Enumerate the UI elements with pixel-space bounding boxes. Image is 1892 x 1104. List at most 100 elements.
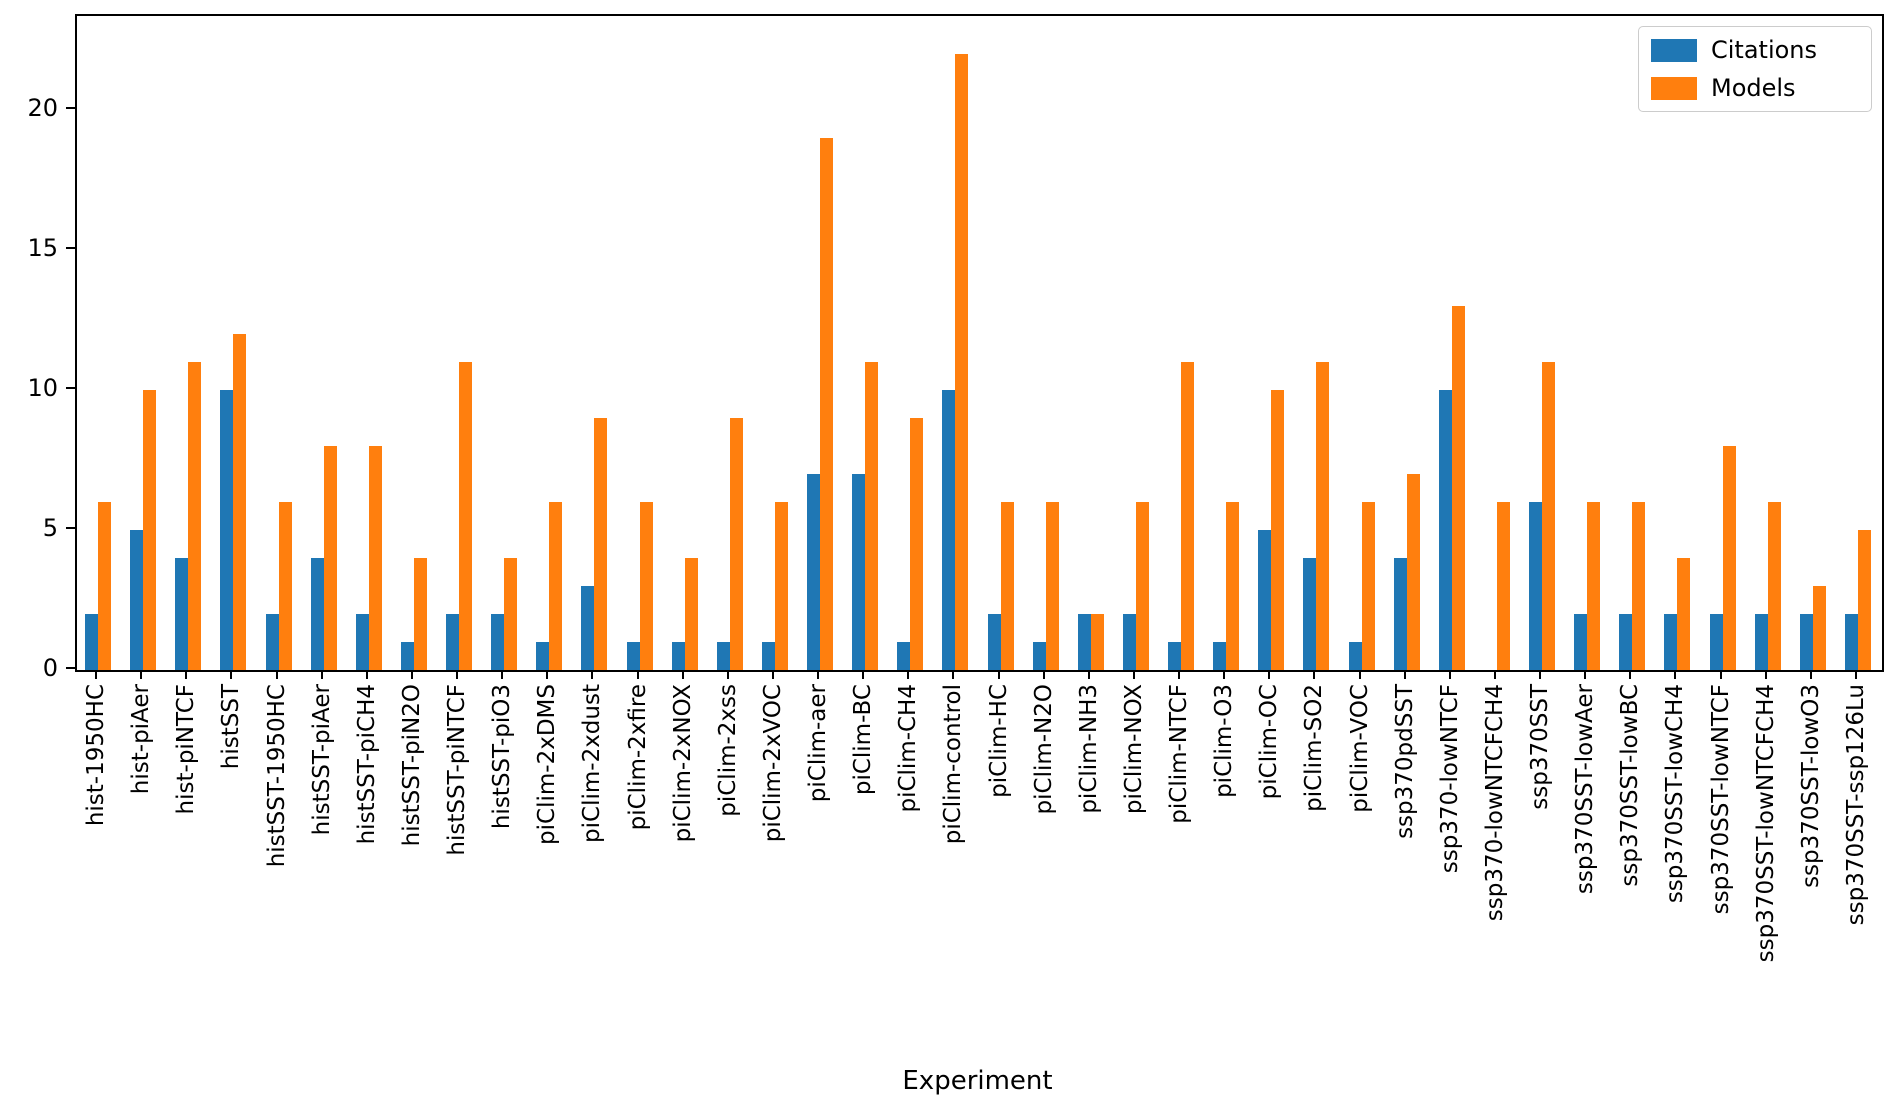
bar-citations-ssp370SST-lowAer [1574, 614, 1588, 670]
bar-citations-piClim-OC [1258, 530, 1272, 670]
bar-citations-piClim-aer [807, 474, 821, 670]
x-tick-label: piClim-BC [850, 684, 877, 796]
bar-models-piClim-OC [1271, 390, 1285, 670]
x-tick-label: ssp370SST-lowO3 [1797, 684, 1824, 888]
x-tick-label: histSST-piCH4 [353, 684, 380, 845]
bar-citations-ssp370SST-lowCH4 [1664, 614, 1678, 670]
y-tick-mark [66, 387, 75, 390]
x-tick-mark [1268, 670, 1271, 679]
x-tick-mark [1087, 670, 1090, 679]
x-tick-mark [185, 670, 188, 679]
x-tick-label: ssp370SST-lowNTCFCH4 [1752, 684, 1779, 963]
x-tick-mark [726, 670, 729, 679]
x-tick-label: piClim-NTCF [1166, 684, 1193, 824]
bar-citations-ssp370SST-lowNTCFCH4 [1754, 614, 1768, 670]
bar-models-piClim-NTCF [1181, 362, 1195, 670]
x-tick-mark [1448, 670, 1451, 679]
x-tick-mark [140, 670, 143, 679]
citations-swatch [1651, 38, 1697, 62]
x-tick-mark [1719, 670, 1722, 679]
x-tick-mark [771, 670, 774, 679]
bar-citations-piClim-VOC [1348, 642, 1362, 670]
bar-models-piClim-2xdust [594, 418, 608, 670]
x-tick-mark [681, 670, 684, 679]
bar-citations-piClim-2xVOC [761, 642, 775, 670]
x-tick-mark [365, 670, 368, 679]
x-tick-mark [1629, 670, 1632, 679]
x-tick-mark [1854, 670, 1857, 679]
bar-models-ssp370SST-lowBC [1632, 502, 1646, 670]
bar-models-piClim-2xfire [639, 502, 653, 670]
bar-models-ssp370SST-lowNTCFCH4 [1767, 502, 1781, 670]
x-tick-label: piClim-N2O [1030, 684, 1057, 815]
bar-models-piClim-2xNOX [684, 558, 698, 670]
bar-models-piClim-N2O [1045, 502, 1059, 670]
bar-models-ssp370SST [1542, 362, 1556, 670]
y-tick-label: 20 [27, 94, 58, 123]
y-tick-mark [66, 667, 75, 669]
x-tick-mark [275, 670, 278, 679]
x-tick-label: piClim-VOC [1346, 684, 1373, 813]
bar-models-hist-piAer [143, 390, 157, 670]
y-tick-mark [66, 107, 75, 110]
x-tick-label: piClim-aer [805, 684, 832, 803]
bar-citations-piClim-CH4 [897, 642, 911, 670]
x-tick-label: hist-1950HC [83, 684, 109, 827]
x-tick-label: ssp370pdSST [1391, 684, 1418, 839]
models-swatch [1651, 76, 1697, 100]
bar-citations-histSST-piN2O [400, 642, 414, 670]
bar-citations-hist-piNTCF [175, 558, 189, 670]
x-tick-mark [1132, 670, 1135, 679]
x-tick-mark [636, 670, 639, 679]
bar-citations-piClim-HC [987, 614, 1001, 670]
x-tick-label: histSST-1950HC [263, 684, 290, 868]
bar-models-piClim-2xVOC [774, 502, 788, 670]
bar-citations-piClim-2xss [716, 642, 730, 670]
bar-citations-piClim-SO2 [1303, 558, 1317, 670]
bar-models-histSST-1950HC [278, 502, 292, 670]
bar-models-piClim-CH4 [910, 418, 924, 670]
legend-entry-citations: Citations [1651, 36, 1859, 64]
x-tick-label: piClim-O3 [1211, 684, 1238, 798]
x-tick-label: histSST-piAer [308, 684, 335, 836]
bar-citations-piClim-NH3 [1077, 614, 1091, 670]
bar-citations-ssp370-lowNTCF [1438, 390, 1452, 670]
bar-citations-piClim-2xfire [626, 642, 640, 670]
x-tick-label: histSST-piO3 [489, 684, 516, 830]
bar-citations-ssp370SST [1529, 502, 1543, 670]
bar-models-ssp370SST-lowCH4 [1677, 558, 1691, 670]
y-tick-label: 0 [42, 654, 58, 682]
plot-area [75, 14, 1884, 672]
bar-citations-histSST-piCH4 [355, 614, 369, 670]
x-tick-label: ssp370SST-lowNTCF [1707, 684, 1734, 915]
y-tick-mark [66, 527, 75, 530]
bar-citations-piClim-2xdust [581, 586, 595, 670]
bar-citations-histSST-piNTCF [446, 614, 460, 670]
x-tick-mark [1358, 670, 1361, 679]
x-tick-label: ssp370SST-lowBC [1617, 684, 1644, 887]
x-tick-mark [1313, 670, 1316, 679]
bar-models-piClim-VOC [1361, 502, 1375, 670]
bar-citations-piClim-2xDMS [536, 642, 550, 670]
x-tick-mark [1178, 670, 1181, 679]
x-tick-label: ssp370SST-lowAer [1572, 684, 1599, 895]
bar-models-ssp370SST-ssp126Lu [1857, 530, 1871, 670]
bar-models-ssp370-lowNTCF [1451, 306, 1465, 670]
bar-models-ssp370SST-lowO3 [1812, 586, 1826, 670]
bar-citations-histSST-piO3 [491, 614, 505, 670]
x-tick-mark [1223, 670, 1226, 679]
bar-citations-histSST-piAer [310, 558, 324, 670]
x-tick-mark [1809, 670, 1812, 679]
x-tick-label: piClim-2xNOX [669, 684, 696, 843]
bar-models-piClim-BC [865, 362, 879, 670]
bar-citations-ssp370SST-lowO3 [1799, 614, 1813, 670]
bar-models-histSST [233, 334, 247, 670]
bar-models-hist-piNTCF [188, 362, 202, 670]
x-tick-label: piClim-NOX [1120, 684, 1147, 815]
bar-citations-piClim-NOX [1122, 614, 1136, 670]
x-tick-mark [1764, 670, 1767, 679]
bar-models-histSST-piAer [323, 446, 337, 670]
x-tick-label: piClim-2xVOC [759, 684, 786, 843]
bar-models-histSST-piCH4 [368, 446, 382, 670]
